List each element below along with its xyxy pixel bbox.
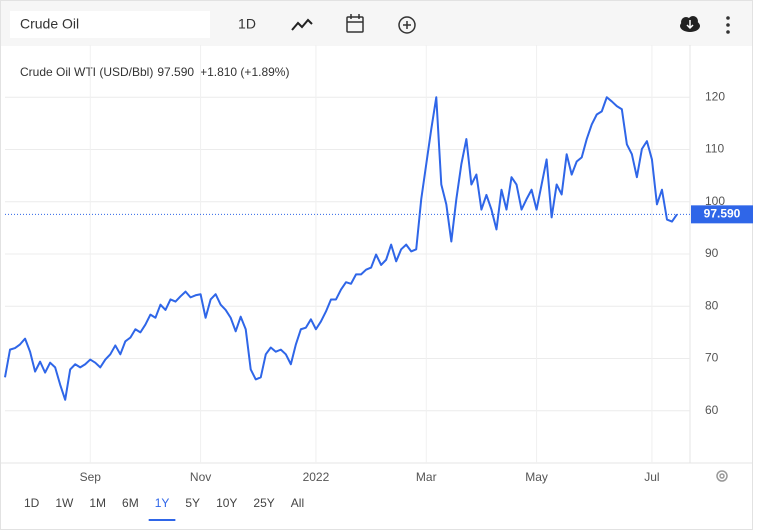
interval-button[interactable]: 1D (238, 16, 256, 32)
range-button[interactable]: 6M (122, 496, 139, 510)
y-tick-label: 70 (705, 351, 719, 365)
range-button[interactable]: 25Y (253, 496, 274, 510)
search-text[interactable]: Crude Oil (20, 16, 79, 32)
x-tick-label: 2022 (303, 470, 330, 484)
y-tick-label: 60 (705, 403, 719, 417)
x-tick-label: Nov (190, 470, 211, 484)
add-icon[interactable] (398, 16, 416, 34)
price-label: 97.590 (157, 65, 194, 79)
change-label: +1.810 (+1.89%) (200, 65, 289, 79)
price-line (4, 96, 678, 401)
y-tick-label: 100 (705, 194, 725, 208)
last-price-label: 97.590 (704, 207, 741, 221)
range-button[interactable]: 1D (24, 496, 40, 510)
menu-icon[interactable] (726, 16, 730, 34)
settings-icon[interactable] (716, 470, 728, 482)
y-tick-label: 120 (705, 89, 725, 103)
x-tick-label: May (525, 470, 548, 484)
download-icon[interactable] (680, 16, 700, 32)
range-button[interactable]: 5Y (185, 496, 200, 510)
y-tick-label: 110 (705, 142, 724, 156)
series-name: Crude Oil WTI (USD/Bbl) (20, 65, 153, 79)
y-tick-label: 90 (705, 246, 719, 260)
calendar-icon[interactable] (346, 14, 364, 33)
last-price-box (691, 205, 753, 224)
frame (0, 0, 753, 530)
search-box[interactable] (10, 11, 210, 38)
range-button[interactable]: 1Y (155, 496, 170, 510)
range-button[interactable]: 1M (89, 496, 106, 510)
range-button[interactable]: 10Y (216, 496, 237, 510)
x-tick-label: Mar (416, 470, 437, 484)
x-tick-label: Sep (80, 470, 102, 484)
y-tick-label: 80 (705, 298, 719, 312)
x-tick-label: Jul (644, 470, 659, 484)
range-button[interactable]: 1W (55, 496, 74, 510)
range-button[interactable]: All (291, 496, 304, 510)
chart-type-icon[interactable] (291, 18, 313, 31)
